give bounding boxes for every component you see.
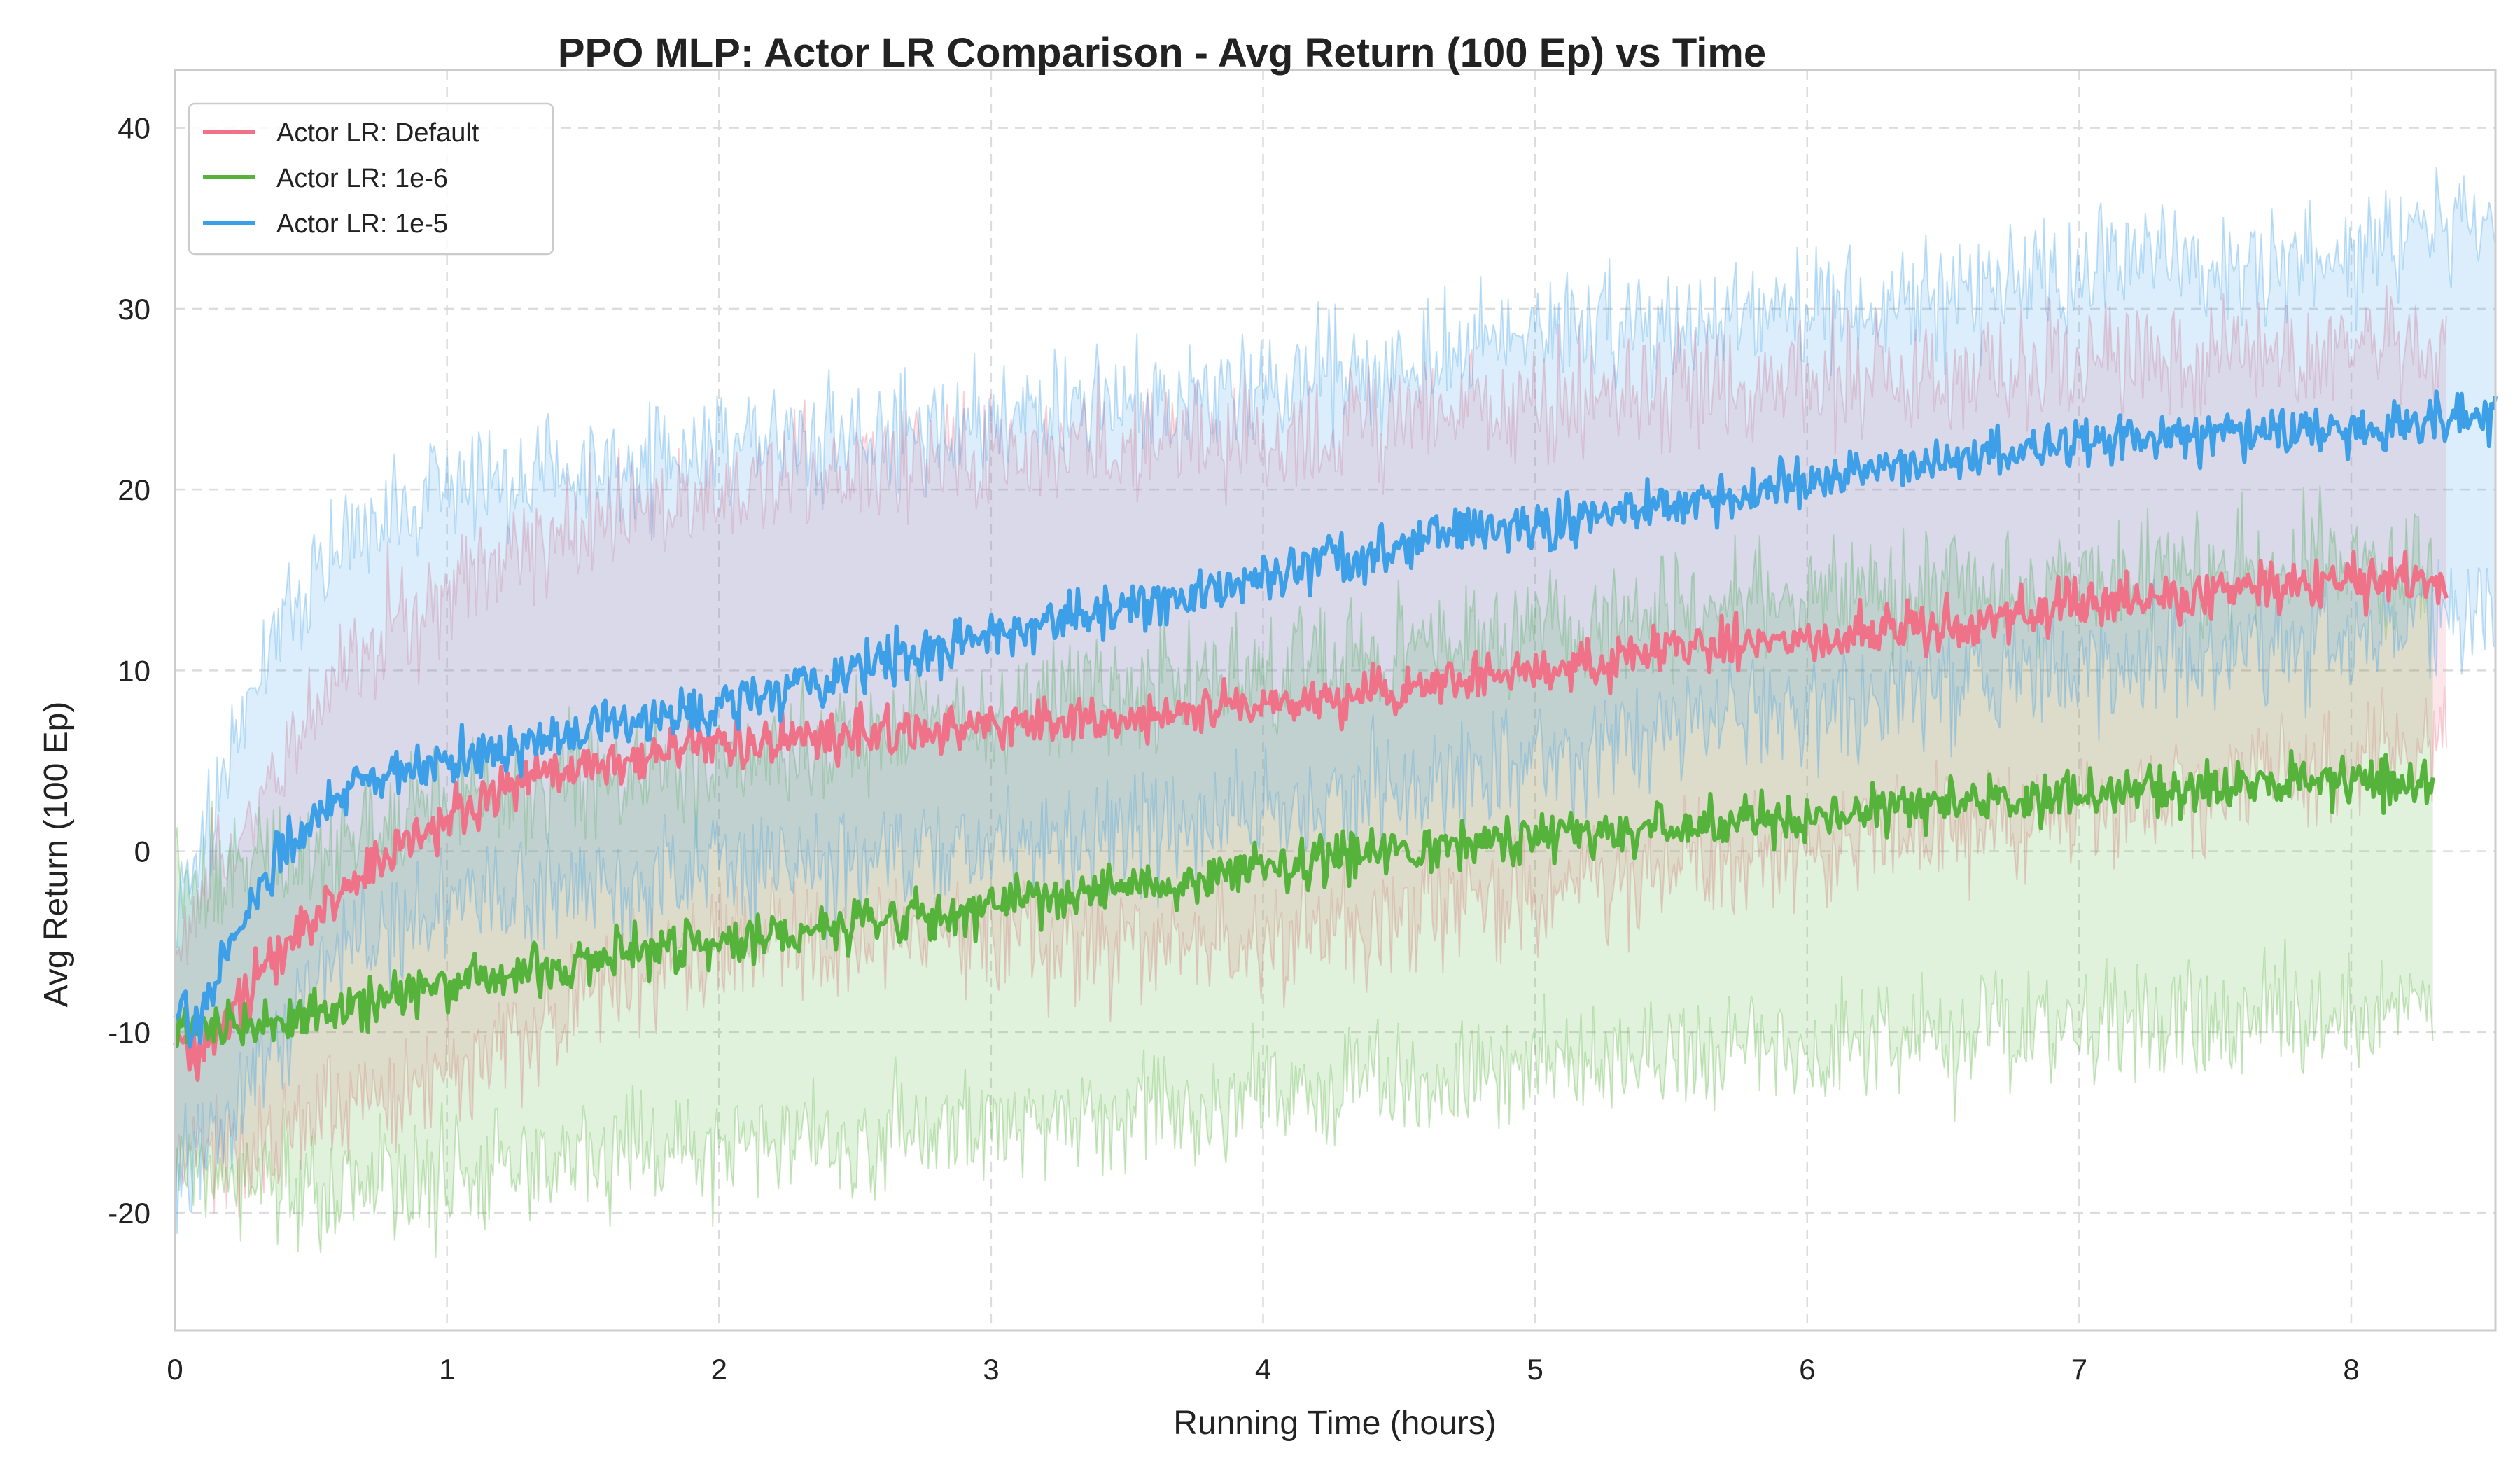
x-tick-label: 8: [2343, 1353, 2359, 1386]
legend-label: Actor LR: Default: [276, 118, 479, 148]
y-tick-label: 0: [134, 835, 150, 868]
legend-box: [188, 102, 554, 256]
legend-label: Actor LR: 1e-5: [276, 209, 448, 239]
x-axis-label: Running Time (hours): [1173, 1405, 1497, 1442]
confidence-band: [175, 285, 2447, 1218]
band-upper-edge: [174, 167, 2496, 948]
x-tick-label: 3: [983, 1353, 999, 1386]
chart-title: PPO MLP: Actor LR Comparison - Avg Retur…: [558, 30, 1766, 76]
band-lower-edge: [174, 559, 2496, 1234]
band-upper-edge: [174, 285, 2448, 965]
x-tick-label: 4: [1255, 1353, 1271, 1386]
y-tick-label: -10: [108, 1016, 150, 1049]
y-tick-label: 20: [118, 473, 150, 506]
y-tick-label: -20: [108, 1197, 150, 1230]
x-tick-label: 5: [1527, 1353, 1543, 1386]
tick-labels: 0 1 2 3 4 5 6 7 8 -20 -10 0 10 20 30 40: [108, 112, 2359, 1386]
series-lines: [173, 389, 2498, 1082]
plot-frame: [174, 69, 2497, 1332]
x-tick-label: 1: [439, 1353, 455, 1386]
y-axis-label: Avg Return (100 Ep): [38, 702, 75, 1008]
series-line: [173, 550, 2449, 1082]
y-tick-label: 40: [118, 112, 150, 145]
series-line: [174, 749, 2435, 1049]
legend: Actor LR: Default Actor LR: 1e-6 Actor LR:…: [188, 102, 554, 256]
x-tick-label: 2: [711, 1353, 727, 1386]
band-lower-edge: [174, 938, 2434, 1258]
x-tick-label: 0: [167, 1353, 183, 1386]
grid: [174, 70, 2496, 1330]
x-tick-label: 6: [1799, 1353, 1815, 1386]
x-tick-label: 7: [2071, 1353, 2087, 1386]
y-tick-label: 30: [118, 293, 150, 326]
series-line: [173, 389, 2498, 1049]
y-tick-label: 10: [118, 654, 150, 687]
legend-label: Actor LR: 1e-6: [276, 164, 448, 193]
